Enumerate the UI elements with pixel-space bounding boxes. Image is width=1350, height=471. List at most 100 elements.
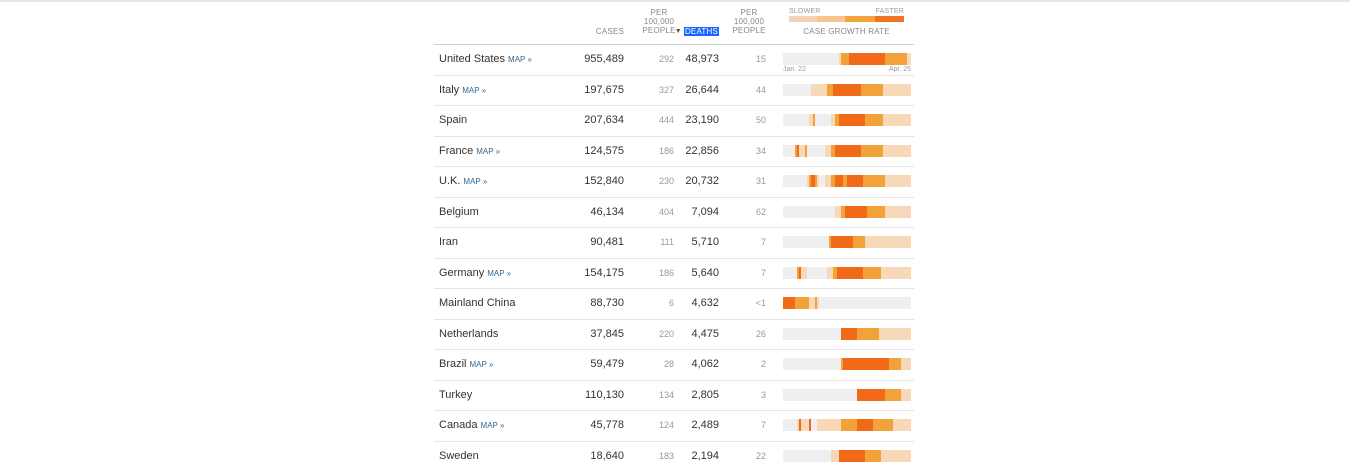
cases-cell: 110,130 [574,389,624,401]
table-row: Mainland China 88,730 6 4,632 <1 [434,289,914,320]
cases-cell: 90,481 [574,236,624,248]
header-per-100k-cases[interactable]: PER 100,000 PEOPLE [639,8,679,35]
deaths-per-100k-cell: 22 [726,451,766,461]
deaths-per-100k-cell: 34 [726,146,766,156]
deaths-cell: 5,640 [674,267,719,279]
growth-rate-segment [909,328,911,340]
cases-cell: 152,840 [574,175,624,187]
deaths-per-100k-cell: 15 [726,54,766,64]
country-name: U.K. [439,175,460,187]
case-growth-rate-bar [783,175,911,187]
header-per-100k-deaths[interactable]: PER 100,000 PEOPLE [729,8,769,35]
cases-per-100k-cell: 327 [639,85,674,95]
deaths-cell: 20,732 [674,175,719,187]
cases-per-100k-cell: 111 [639,237,674,247]
table-row: Sweden 18,640 183 2,194 22 [434,442,914,471]
cases-cell: 59,479 [574,358,624,370]
growth-rate-segment [909,206,911,218]
map-link[interactable]: MAP » [476,147,500,156]
case-growth-rate-bar [783,114,911,126]
growth-rate-segment [909,84,911,96]
deaths-cell: 7,094 [674,206,719,218]
deaths-cell: 2,194 [674,450,719,462]
date-end: Apr. 25 [889,66,911,73]
header-deaths[interactable]: ▼ DEATHS [679,27,719,36]
deaths-per-100k-cell: 7 [726,237,766,247]
cases-per-100k-cell: 186 [639,146,674,156]
table-row: U.K.MAP » 152,840 230 20,732 31 [434,167,914,198]
legend-gradient [789,16,904,22]
table-header: CASES PER 100,000 PEOPLE ▼ DEATHS PER 10… [434,0,914,45]
growth-rate-segment [909,236,911,248]
table-row: Spain 207,634 444 23,190 50 [434,106,914,137]
cases-cell: 37,845 [574,328,624,340]
cases-per-100k-cell: 186 [639,268,674,278]
country-name: Sweden [439,450,479,462]
map-link[interactable]: MAP » [470,360,494,369]
case-growth-rate-bar [783,297,911,309]
cases-per-100k-cell: 134 [639,390,674,400]
header-cases[interactable]: CASES [594,27,624,36]
cases-cell: 45,778 [574,419,624,431]
country-name: France [439,145,473,157]
cases-cell: 124,575 [574,145,624,157]
deaths-cell: 4,062 [674,358,719,370]
legend-swatch-2 [817,16,845,22]
map-link[interactable]: MAP » [462,86,486,95]
cases-cell: 88,730 [574,297,624,309]
country-cell: Iran [439,236,458,248]
case-growth-rate-bar [783,53,911,65]
header-case-growth-rate: CASE GROWTH RATE [789,27,904,36]
growth-rate-segment [909,358,911,370]
cases-cell: 955,489 [574,53,624,65]
deaths-per-100k-cell: 7 [726,268,766,278]
growth-rate-segment [909,53,911,65]
deaths-cell: 48,973 [674,53,719,65]
growth-legend: SLOWER FASTER [789,8,904,22]
map-link[interactable]: MAP » [508,55,532,64]
sort-descending-icon: ▼ [675,28,682,35]
deaths-per-100k-cell: 26 [726,329,766,339]
country-cell: Mainland China [439,297,515,309]
case-growth-rate-bar [783,419,911,431]
growth-rate-segment [909,145,911,157]
case-growth-rate-bar [783,328,911,340]
case-growth-rate-bar [783,450,911,462]
map-link[interactable]: MAP » [481,421,505,430]
deaths-cell: 5,710 [674,236,719,248]
cases-cell: 46,134 [574,206,624,218]
cases-cell: 18,640 [574,450,624,462]
header-deaths-label[interactable]: DEATHS [684,27,719,36]
case-growth-rate-bar [783,267,911,279]
case-growth-rate-bar [783,84,911,96]
country-name: Mainland China [439,297,515,309]
deaths-cell: 26,644 [674,84,719,96]
country-name: Brazil [439,358,467,370]
deaths-cell: 2,489 [674,419,719,431]
cases-per-100k-cell: 28 [639,359,674,369]
growth-rate-segment [909,297,911,309]
map-link[interactable]: MAP » [487,269,511,278]
case-growth-rate-bar [783,389,911,401]
cases-per-100k-cell: 404 [639,207,674,217]
case-growth-rate-bar [783,145,911,157]
country-cell: Belgium [439,206,479,218]
cases-cell: 154,175 [574,267,624,279]
deaths-cell: 2,805 [674,389,719,401]
deaths-cell: 4,632 [674,297,719,309]
deaths-cell: 4,475 [674,328,719,340]
growth-rate-segment [909,114,911,126]
map-link[interactable]: MAP » [463,177,487,186]
legend-slower: SLOWER [789,8,821,15]
case-growth-rate-bar [783,358,911,370]
